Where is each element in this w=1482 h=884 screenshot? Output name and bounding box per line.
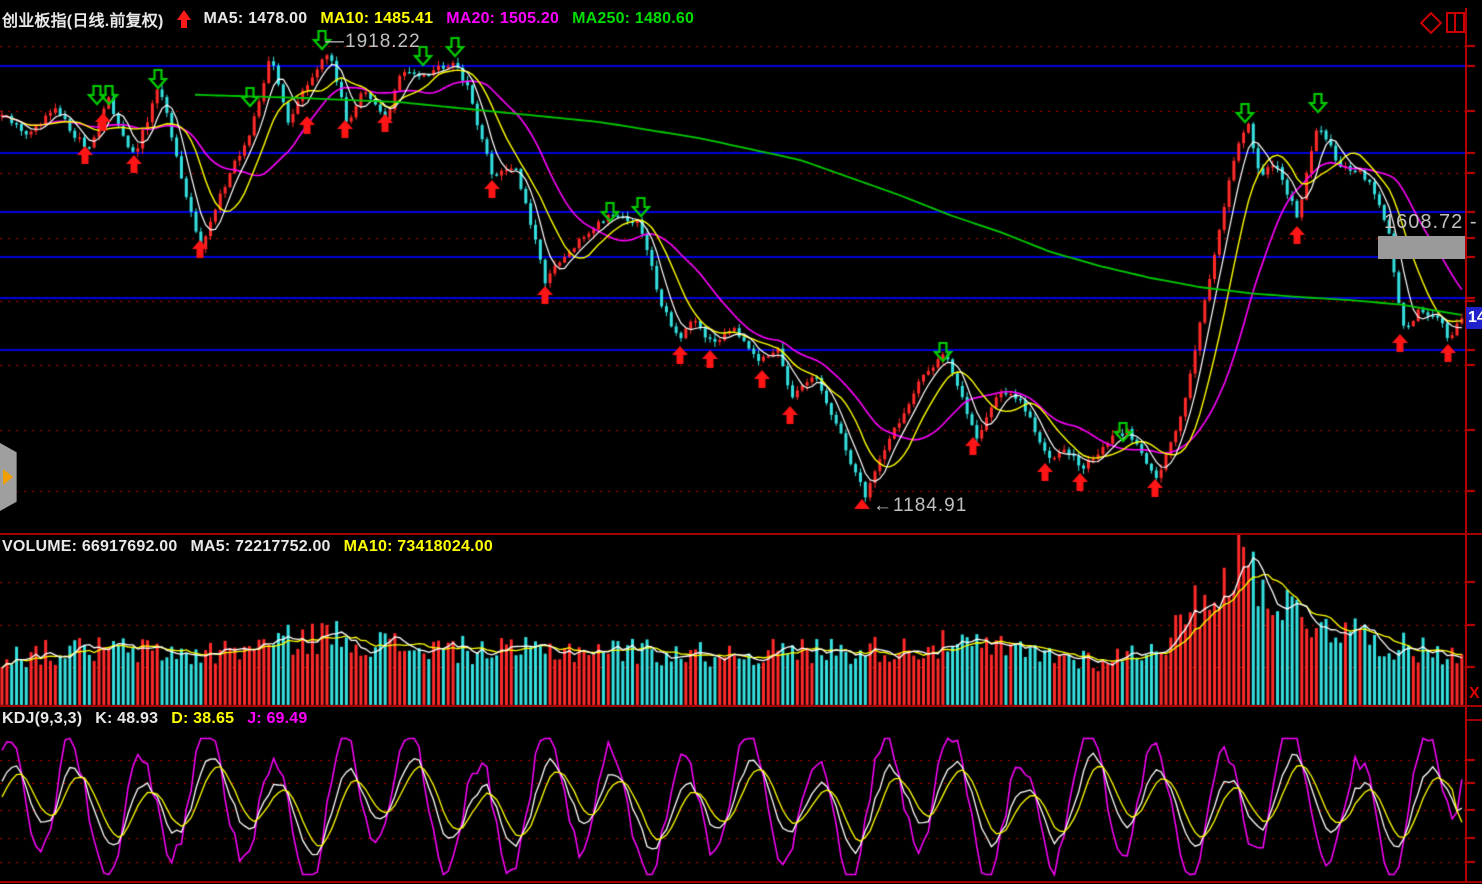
level-price-label: 1608.72 - [1384,211,1478,233]
current-price-badge: 14 [1466,307,1482,329]
sidebar-expand-handle[interactable] [0,443,17,511]
volume-legend-row: VOLUME: 66917692.00 MA5: 72217752.00 MA1… [2,538,493,556]
volume-ma10-legend: MA10: 73418024.00 [343,538,493,555]
kdj-legend-row: KDJ(9,3,3) K: 48.93 D: 38.65 J: 69.49 [2,710,308,728]
peak-price-label: —1918.22 [325,31,421,52]
expand-arrow-icon [3,469,13,485]
close-cell-line [1466,719,1482,721]
ma10-legend: MA10: 1485.41 [320,10,434,27]
level-highlight-box [1378,236,1466,259]
volume-ma5-legend: MA5: 72217752.00 [190,538,331,555]
kdj-j-value: J: 69.49 [247,710,308,727]
volume-value-legend: VOLUME: 66917692.00 [2,538,178,555]
kdj-chart-canvas[interactable] [0,707,1482,884]
kdj-title: KDJ(9,3,3) [2,710,83,727]
ma5-legend: MA5: 1478.00 [203,10,308,27]
main-volume-divider [0,533,1482,535]
kdj-d-value: D: 38.65 [171,710,235,727]
close-indicator-button[interactable]: X [1469,685,1480,702]
bottom-border [0,881,1482,883]
split-window-icon[interactable] [1446,12,1465,33]
main-legend-row: 创业板指(日线.前复权) MA5: 1478.00 MA10: 1485.41 … [2,7,694,31]
volume-kdj-divider [0,705,1482,707]
up-arrow-icon [176,10,191,28]
dash-connector: — [325,31,345,52]
left-arrow-connector: ← [873,495,893,516]
volume-chart-canvas[interactable] [0,535,1482,707]
main-chart-canvas[interactable] [0,0,1482,535]
low-price-label: ←1184.91 [873,495,968,516]
ma250-legend: MA250: 1480.60 [572,10,695,27]
page-title: 创业板指(日线.前复权) [2,13,164,30]
right-price-axis [1465,8,1467,882]
ma20-legend: MA20: 1505.20 [446,10,560,27]
kdj-k-value: K: 48.93 [95,710,159,727]
